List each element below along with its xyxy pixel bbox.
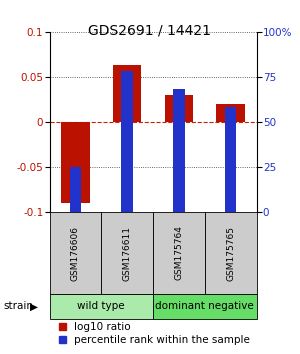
Text: ▶: ▶ <box>30 301 38 312</box>
Bar <box>153 212 205 294</box>
Text: strain: strain <box>3 301 33 312</box>
Bar <box>61 122 90 203</box>
Bar <box>216 104 245 122</box>
Text: GDS2691 / 14421: GDS2691 / 14421 <box>88 23 212 37</box>
Bar <box>205 212 256 294</box>
Bar <box>165 95 193 122</box>
Text: wild type: wild type <box>77 301 125 312</box>
Legend: log10 ratio, percentile rank within the sample: log10 ratio, percentile rank within the … <box>59 322 250 345</box>
Text: GSM176606: GSM176606 <box>71 225 80 280</box>
Text: dominant negative: dominant negative <box>155 301 254 312</box>
Bar <box>225 107 236 212</box>
Text: GSM175764: GSM175764 <box>174 225 183 280</box>
Bar <box>153 294 256 319</box>
Bar <box>113 65 141 122</box>
Text: GSM176611: GSM176611 <box>123 225 132 280</box>
Bar <box>50 212 101 294</box>
Bar <box>70 167 81 212</box>
Bar <box>101 212 153 294</box>
Text: GSM175765: GSM175765 <box>226 225 235 280</box>
Bar <box>122 72 133 212</box>
Bar <box>50 294 153 319</box>
Bar <box>173 90 184 212</box>
